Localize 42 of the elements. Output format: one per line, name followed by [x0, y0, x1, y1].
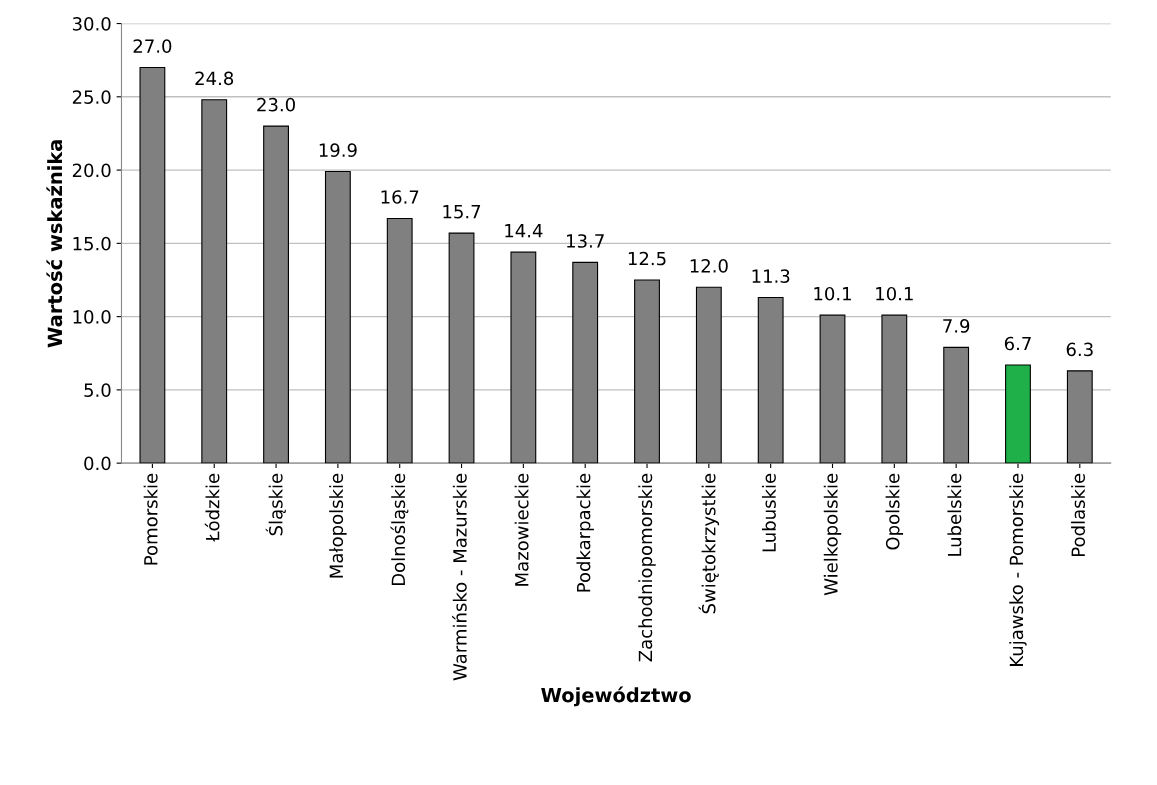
data-label: 19.9 [319, 143, 357, 157]
y-tick-label: 20.0 [72, 163, 111, 178]
x-tick-label: Opolskie [885, 473, 904, 550]
y-tick-label: 15.0 [73, 236, 111, 251]
y-tick-label: 0.0 [84, 456, 111, 471]
x-tick-label: Łódzkie [204, 473, 220, 542]
x-tick-label: Lubelskie [947, 473, 962, 556]
x-tick-label: Zachodniopomorskie [638, 473, 656, 662]
data-label: 10.1 [876, 286, 913, 301]
x-tick-label: Dolnośląskie [390, 473, 409, 586]
x-tick-label: Warmińsko - Mazurskie [452, 473, 467, 681]
data-label: 12.0 [690, 259, 728, 273]
x-tick-label: Małopolskie [329, 473, 347, 578]
data-label: 6.3 [1066, 342, 1093, 357]
y-tick-label: 5.0 [84, 383, 111, 397]
data-label: 12.5 [628, 251, 666, 266]
y-tick-label: 25.0 [72, 90, 111, 104]
x-tick-label: Mazowieckie [514, 473, 529, 586]
data-label: 11.3 [752, 269, 790, 283]
x-tick-label: Podlaskie [1071, 473, 1086, 556]
x-tick-label: Lubuskie [761, 473, 776, 552]
data-label: 27.0 [133, 39, 172, 53]
x-tick-label: Świętokrzystkie [698, 473, 720, 614]
x-tick-label: Śląskie [265, 473, 286, 536]
y-tick-label: 10.0 [73, 310, 111, 324]
data-label: 6.7 [1004, 336, 1031, 351]
y-axis-title: Wartość wskaźnika [46, 140, 63, 348]
x-tick-label: Wielkopolskie [823, 473, 842, 596]
data-label: 10.1 [814, 286, 851, 301]
bar [1005, 364, 1031, 464]
y-tick-label: 30.0 [72, 17, 111, 31]
x-tick-label: Podkarpackie [576, 473, 594, 592]
x-tick-label: Pomorskie [143, 473, 158, 565]
data-label: 14.4 [505, 224, 543, 238]
data-label: 15.7 [443, 205, 481, 219]
data-label: 16.7 [381, 190, 419, 204]
data-label: 13.7 [567, 234, 604, 248]
data-label: 7.9 [943, 319, 970, 333]
data-label: 24.8 [195, 71, 234, 86]
data-label: 23.0 [257, 97, 295, 112]
x-tick-label: Kujawsko - Pomorskie [1009, 473, 1027, 666]
x-axis-title: Województwo [541, 686, 691, 707]
